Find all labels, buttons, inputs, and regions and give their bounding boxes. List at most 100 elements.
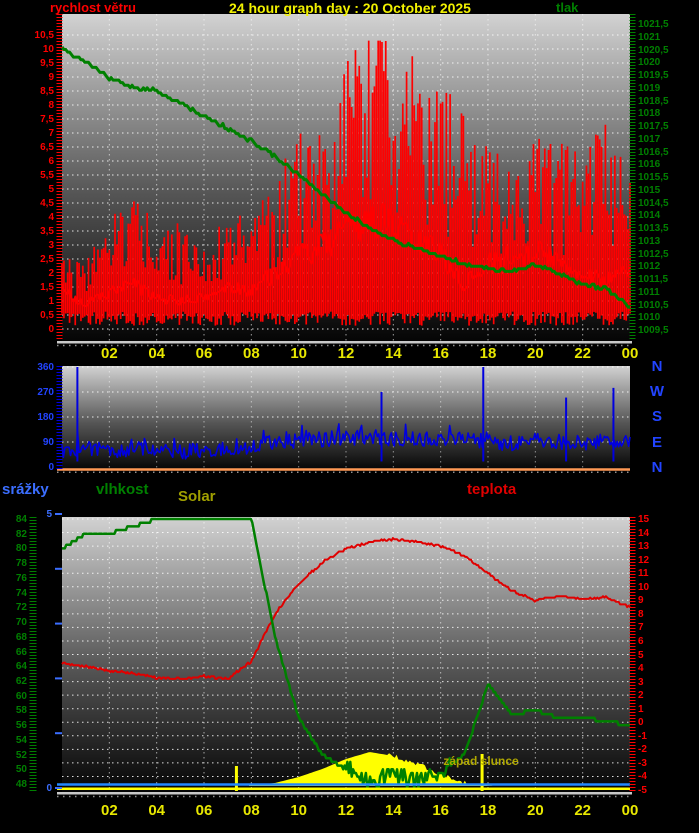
hour-label-bottom: 20 — [526, 802, 544, 819]
humidity-axis-tick: 80 — [15, 543, 27, 555]
direction-letter: W — [649, 383, 665, 401]
pressure-axis-tick: 1016 — [638, 159, 661, 171]
hour-label-top: 20 — [526, 345, 544, 362]
temperature-axis-tick: 13 — [638, 541, 650, 553]
temperature-axis-tick: 11 — [638, 568, 649, 580]
temperature-axis-tick: -1 — [638, 730, 647, 742]
hour-label-top: 14 — [384, 345, 402, 362]
temperature-axis-tick: 6 — [638, 635, 644, 647]
wind-axis-tick: 2 — [48, 268, 54, 279]
direction-axis-tick: 90 — [42, 437, 54, 448]
precip-label: srážky — [2, 481, 49, 498]
temperature-axis-tick: 4 — [638, 663, 644, 675]
wind-axis-tick: 10,5 — [34, 30, 54, 41]
hour-label-top: 02 — [100, 345, 118, 362]
pressure-axis-tick: 1010 — [638, 312, 661, 324]
temperature-axis-tick: 8 — [638, 608, 644, 620]
precip-axis-tick: 0 — [46, 783, 52, 794]
direction-axis-tick: 360 — [37, 362, 54, 373]
pressure-axis-tick: 1018,5 — [638, 95, 669, 107]
pressure-axis-tick: 1013,5 — [638, 223, 669, 234]
humidity-axis-tick: 74 — [15, 587, 27, 599]
hour-label-top: 08 — [242, 345, 260, 362]
hour-label-bottom: 22 — [574, 802, 591, 819]
hour-label-bottom: 10 — [290, 802, 307, 819]
hour-label-bottom: 06 — [195, 802, 213, 819]
temperature-axis-tick: 2 — [638, 690, 644, 702]
hour-label-top: 06 — [195, 345, 213, 362]
wind-axis-tick: 8,5 — [40, 86, 54, 97]
hour-label-top: 18 — [479, 345, 497, 362]
humidity-axis-tick: 62 — [15, 675, 27, 687]
humidity-axis-tick: 58 — [15, 705, 27, 717]
pressure-axis-tick: 1014,5 — [638, 197, 669, 209]
humidity-axis-tick: 52 — [15, 749, 27, 761]
direction-letter: S — [651, 408, 662, 426]
wind-axis-tick: 1,5 — [40, 282, 54, 293]
hour-label-bottom: 14 — [384, 802, 402, 819]
pressure-axis-tick: 1021,5 — [638, 19, 669, 30]
wind-axis-tick: 6,5 — [40, 142, 54, 153]
temperature-axis-tick: 14 — [638, 527, 650, 539]
solar-label: Solar — [178, 488, 216, 505]
humidity-axis-tick: 48 — [15, 779, 27, 790]
page-title: 24 hour graph day : 20 October 2025 — [229, 0, 471, 16]
temperature-axis-tick: 7 — [638, 622, 644, 634]
humidity-axis-tick: 64 — [15, 661, 27, 673]
humidity-axis-tick: 82 — [15, 528, 27, 540]
wind-axis-tick: 3,5 — [40, 226, 54, 237]
wind-axis-tick: 9 — [48, 72, 54, 83]
wind-axis-tick: 9,5 — [40, 58, 54, 69]
humidity-axis-tick: 66 — [15, 646, 27, 658]
pressure-axis-tick: 1013 — [638, 235, 661, 247]
humidity-axis-tick: 84 — [15, 514, 27, 525]
wind-axis-tick: 10 — [42, 44, 54, 55]
direction-axis-tick: 270 — [37, 387, 54, 398]
humidity-axis-tick: 76 — [15, 572, 27, 584]
pressure-axis-tick: 1012 — [638, 261, 661, 273]
pressure-axis-tick: 1015 — [638, 184, 661, 196]
hour-label-bottom: 00 — [621, 802, 639, 819]
humidity-axis-tick: 60 — [15, 690, 27, 702]
pressure-axis-tick: 1020 — [638, 57, 661, 69]
direction-letter: N — [651, 458, 663, 476]
temperature-axis-tick: 5 — [638, 649, 644, 661]
humidity-axis-tick: 68 — [15, 631, 27, 643]
temperature-axis-tick: 10 — [638, 581, 650, 593]
humidity-label: vlhkost — [96, 481, 149, 498]
pressure-axis-tick: 1019 — [638, 82, 661, 94]
wind-axis-tick: 4 — [48, 212, 54, 223]
hour-label-top: 10 — [290, 345, 307, 362]
pressure-axis-tick: 1015,5 — [638, 172, 669, 183]
temperature-axis-tick: -2 — [638, 744, 647, 756]
temperature-axis-tick: -4 — [638, 771, 647, 783]
wind-axis-tick: 3 — [48, 240, 54, 251]
pressure-axis-tick: 1019,5 — [638, 70, 669, 81]
temperature-axis-tick: 0 — [638, 717, 644, 729]
temperature-axis-tick: 12 — [638, 554, 650, 566]
direction-letter: N — [651, 358, 663, 375]
hour-label-bottom: 04 — [148, 802, 165, 819]
pressure-axis-tick: 1011,5 — [638, 274, 669, 285]
humidity-axis-tick: 54 — [15, 734, 27, 746]
hour-label-top: 16 — [432, 345, 449, 362]
temperature-label: teplota — [467, 481, 517, 498]
wind-axis-tick: 5 — [48, 184, 54, 195]
pressure-axis-tick: 1017 — [638, 133, 661, 145]
direction-letter: E — [651, 433, 662, 451]
hour-label-top: 00 — [621, 345, 639, 362]
temperature-axis-tick: 15 — [638, 514, 650, 525]
hour-label-top: 22 — [574, 345, 591, 362]
pressure-axis-tick: 1011 — [638, 286, 660, 298]
hour-label-top: 12 — [337, 345, 355, 362]
pressure-axis-tick: 1016,5 — [638, 146, 669, 158]
temperature-axis-tick: -3 — [638, 757, 647, 769]
wind-axis-tick: 0 — [48, 324, 54, 335]
wind-axis-tick: 7 — [48, 128, 54, 139]
temperature-axis-tick: 9 — [638, 595, 644, 607]
humidity-axis-tick: 56 — [15, 720, 27, 732]
wind-axis-tick: 2,5 — [40, 254, 54, 265]
wind-axis-tick: 5,5 — [40, 170, 54, 181]
hour-label-bottom: 02 — [100, 802, 118, 819]
